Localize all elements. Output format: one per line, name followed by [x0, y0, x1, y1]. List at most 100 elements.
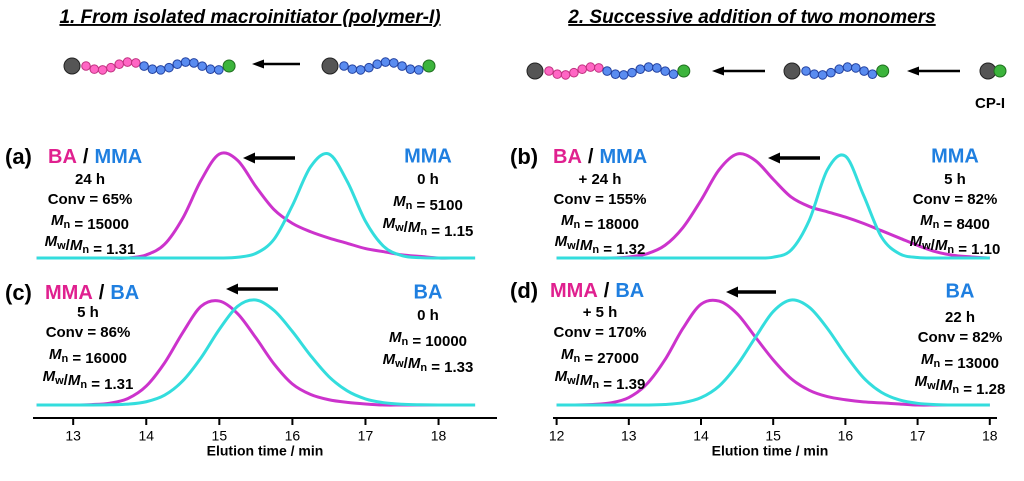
monomer-bead — [817, 70, 828, 80]
elution-curve — [36, 298, 476, 407]
monomer-bead — [189, 58, 199, 68]
monomer-bead — [114, 59, 124, 70]
monomer-bead — [405, 64, 416, 74]
annotation: Mn = 27000 — [561, 346, 639, 367]
monomer-bead — [851, 63, 861, 73]
arrow-head — [768, 152, 780, 164]
monomer-label: MMA — [404, 145, 452, 167]
initiator-ball — [321, 57, 339, 75]
monomer-bead — [139, 61, 149, 71]
panel-label: (a) — [5, 144, 32, 169]
annotation: 5 h — [77, 304, 99, 321]
monomer-label: MMA / BA — [550, 280, 644, 302]
monomer-bead — [643, 62, 654, 72]
annotation: Conv = 155% — [554, 191, 647, 208]
monomer-bead — [81, 61, 91, 71]
initiator-ball — [783, 62, 801, 80]
monomer-bead — [585, 62, 596, 72]
monomer-name: MMA — [45, 282, 93, 304]
annotation: Mn = 15000 — [51, 212, 129, 233]
annotation: 24 h — [75, 171, 105, 188]
monomer-bead — [560, 70, 571, 80]
monomer-bead — [106, 62, 116, 73]
monomer-bead — [627, 67, 637, 78]
annotation: Mw/Mn = 1.39 — [555, 368, 646, 393]
annotation: + 5 h — [583, 304, 618, 321]
x-tick-label: 13 — [65, 428, 81, 444]
monomer-bead — [842, 62, 853, 72]
monomer-bead — [122, 57, 133, 67]
monomer-bead — [809, 69, 820, 79]
x-tick-label: 14 — [693, 428, 709, 444]
x-tick-label: 13 — [621, 428, 637, 444]
monomer-name: / — [604, 280, 610, 302]
monomer-label: MMA — [931, 145, 979, 167]
annotation: Conv = 82% — [913, 191, 998, 208]
monomer-bead — [97, 65, 108, 75]
x-tick-label: 18 — [982, 428, 998, 444]
annotation: Mw/Mn = 1.33 — [383, 351, 474, 376]
annotation: Mw/Mn = 1.31 — [45, 233, 136, 258]
elution-curve — [556, 153, 990, 260]
monomer-bead — [364, 62, 374, 73]
monomer-bead — [834, 64, 845, 75]
monomer-name: / — [99, 282, 105, 304]
annotation: 0 h — [417, 307, 439, 324]
monomer-label: BA — [414, 281, 443, 303]
monomer-bead — [180, 57, 191, 67]
arrow-head — [243, 152, 255, 164]
monomer-bead — [660, 66, 671, 76]
annotation: Conv = 65% — [48, 191, 133, 208]
annotation: 22 h — [945, 309, 975, 326]
monomer-bead — [826, 67, 836, 78]
end-group — [422, 59, 436, 73]
monomer-bead — [380, 57, 391, 67]
end-group — [222, 59, 236, 73]
end-group — [677, 64, 691, 78]
monomer-bead — [867, 69, 878, 79]
x-tick-label: 15 — [212, 428, 228, 444]
monomer-bead — [594, 63, 604, 73]
monomer-bead — [413, 65, 424, 75]
monomer-bead — [389, 58, 399, 68]
heading: 2. Successive addition of two monomers — [567, 7, 935, 28]
x-tick-label: 12 — [549, 428, 565, 444]
monomer-label: BA / MMA — [553, 146, 647, 168]
x-tick-label: 16 — [285, 428, 301, 444]
monomer-bead — [372, 59, 383, 70]
monomer-bead — [668, 69, 679, 80]
monomer-bead — [172, 59, 183, 69]
monomer-bead — [355, 65, 366, 75]
monomer-bead — [347, 64, 358, 74]
panel-label: (c) — [5, 280, 32, 305]
initiator-ball — [63, 57, 81, 75]
monomer-bead — [859, 66, 869, 76]
monomer-label: BA / MMA — [48, 146, 142, 168]
annotation: Conv = 170% — [554, 324, 647, 341]
monomer-bead — [197, 61, 207, 71]
monomer-name: BA — [615, 280, 644, 302]
annotation: Mn = 5100 — [393, 193, 463, 214]
heading: 1. From isolated macroinitiator (polymer… — [59, 7, 440, 28]
arrow-head — [907, 66, 919, 76]
annotation: Conv = 86% — [46, 324, 131, 341]
monomer-bead — [652, 63, 662, 73]
monomer-name: BA — [110, 282, 139, 304]
initiator-ball — [526, 62, 544, 80]
x-tick-label: 14 — [138, 428, 154, 444]
x-tick-label: 18 — [431, 428, 447, 444]
monomer-name: MMA — [550, 280, 598, 302]
monomer-bead — [155, 65, 166, 75]
end-group — [993, 64, 1007, 78]
monomer-label: BA — [946, 280, 975, 302]
monomer-bead — [544, 66, 554, 76]
monomer-bead — [618, 70, 629, 80]
x-tick-label: 15 — [765, 428, 781, 444]
annotation: Mn = 16000 — [49, 346, 127, 367]
end-group — [876, 64, 890, 78]
monomer-name: MMA — [599, 146, 647, 168]
annotation: 0 h — [417, 171, 439, 188]
monomer-bead — [397, 61, 407, 71]
monomer-bead — [147, 64, 158, 74]
